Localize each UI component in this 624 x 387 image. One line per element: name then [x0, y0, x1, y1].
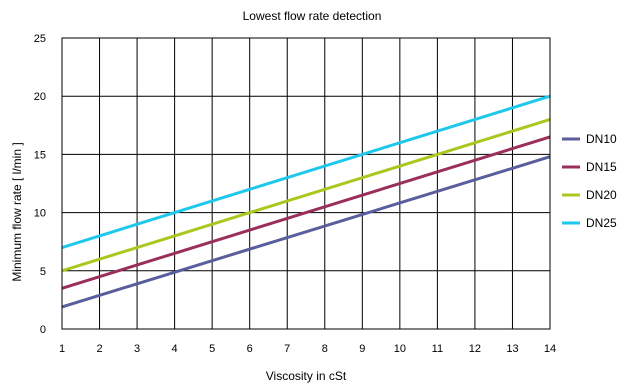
- y-tick-label: 5: [40, 266, 46, 278]
- x-tick-label: 6: [247, 343, 253, 355]
- x-tick-label: 3: [134, 343, 140, 355]
- y-tick-label: 15: [34, 149, 46, 161]
- x-tick-label: 10: [394, 343, 406, 355]
- legend: DN10 DN15 DN20 DN25: [562, 132, 617, 230]
- series-line-dn25: [61, 94, 551, 249]
- series-line-dn20: [61, 118, 551, 273]
- chart-title: Lowest flow rate detection: [243, 9, 382, 23]
- x-tick-label: 8: [322, 343, 328, 355]
- x-tick-label: 7: [284, 343, 290, 355]
- y-tick-label: 25: [34, 33, 46, 45]
- legend-label-dn10: DN10: [586, 132, 617, 146]
- x-axis-label: Viscosity in cSt: [266, 369, 347, 383]
- x-tick-labels: 1 2 3 4 5 6 7 8 9 10 11 12 13 14: [59, 343, 556, 355]
- legend-label-dn20: DN20: [586, 188, 617, 202]
- x-tick-label: 11: [432, 343, 443, 355]
- x-tick-label: 12: [469, 343, 481, 355]
- legend-label-dn25: DN25: [586, 216, 617, 230]
- series-line-dn15: [61, 135, 551, 290]
- x-tick-label: 2: [96, 343, 102, 355]
- x-tick-label: 9: [359, 343, 365, 355]
- x-tick-label: 13: [506, 343, 518, 355]
- x-tick-label: 1: [59, 343, 65, 355]
- y-tick-label: 10: [34, 208, 46, 220]
- legend-label-dn15: DN15: [586, 160, 617, 174]
- y-tick-label: 20: [34, 91, 46, 103]
- y-tick-label: 0: [40, 324, 46, 336]
- series-line-dn10: [61, 155, 551, 309]
- x-tick-label: 14: [544, 343, 556, 355]
- y-axis-label: Minimum flow rate [ l/min ]: [10, 142, 24, 281]
- plot-frame: [61, 37, 551, 330]
- series-lines: [61, 94, 551, 309]
- x-tick-label: 5: [209, 343, 215, 355]
- y-tick-labels: 0 5 10 15 20 25: [34, 33, 46, 336]
- x-tick-label: 4: [172, 343, 178, 355]
